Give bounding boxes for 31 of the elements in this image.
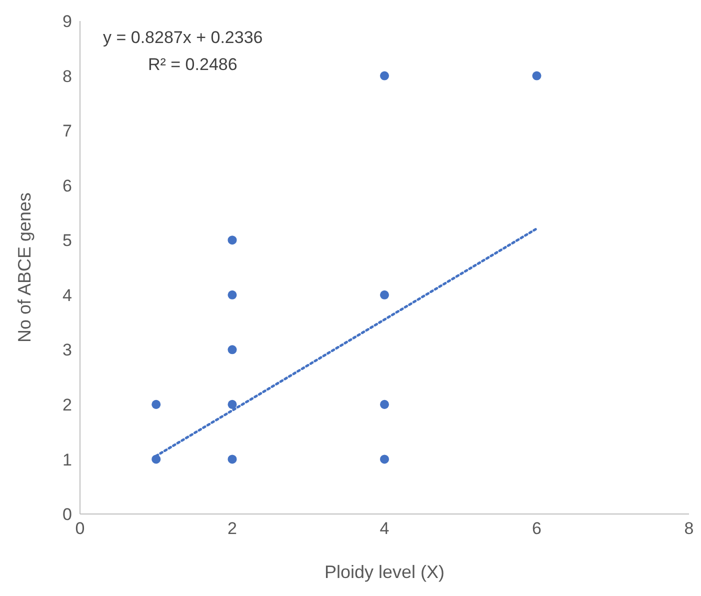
y-tick-label: 5	[62, 231, 72, 250]
point	[152, 400, 161, 409]
point	[228, 290, 237, 300]
y-tick-label: 8	[62, 66, 72, 86]
y-tick-label: 9	[62, 12, 72, 32]
point	[228, 345, 237, 354]
x-tick-label: 4	[380, 519, 390, 538]
x-axis-title: Ploidy level (X)	[324, 562, 445, 582]
point	[380, 400, 390, 409]
point	[152, 454, 161, 464]
point	[532, 71, 542, 80]
point	[380, 71, 390, 80]
y-tick-label: 4	[62, 286, 72, 305]
x-tick-label: 6	[532, 519, 542, 538]
y-tick-label: 3	[62, 340, 72, 360]
x-tick-label: 0	[75, 519, 85, 538]
point	[228, 400, 237, 409]
y-axis-title: No of ABCE genes	[14, 192, 34, 343]
x-tick-label: 2	[228, 519, 237, 538]
point	[380, 290, 390, 300]
y-tick-label: 6	[62, 176, 72, 196]
point	[228, 236, 237, 245]
y-tick-label: 7	[62, 122, 72, 141]
annotation: y = 0.8287x + 0.2336	[103, 28, 263, 48]
y-tick-label: 2	[62, 395, 72, 414]
y-tick-label: 0	[62, 505, 72, 524]
point	[228, 454, 237, 464]
point	[380, 454, 390, 464]
y-tick-label: 1	[62, 450, 72, 470]
annotation: R² = 0.2486	[148, 55, 238, 75]
x-tick-label: 8	[684, 519, 694, 538]
